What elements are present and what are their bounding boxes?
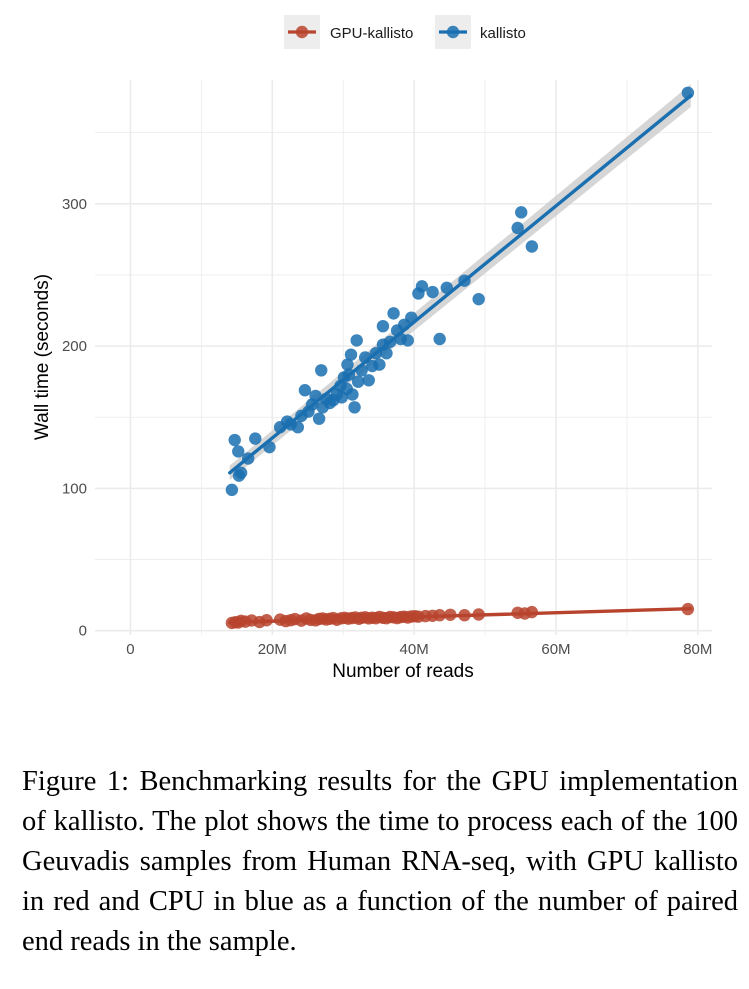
kallisto-point xyxy=(387,307,400,320)
x-tick-label: 40M xyxy=(400,641,429,658)
kallisto-point xyxy=(344,348,358,361)
kallisto-point xyxy=(298,384,312,397)
kallisto-point xyxy=(341,358,354,371)
x-tick-label: 0 xyxy=(126,641,134,658)
kallisto-fit-line xyxy=(228,93,693,475)
kallisto-point xyxy=(232,445,245,458)
kallisto-point xyxy=(433,332,446,346)
legend-marker-kallisto xyxy=(446,25,460,39)
kallisto-point xyxy=(362,374,375,387)
kallisto-point xyxy=(315,364,328,377)
y-tick-label: 100 xyxy=(62,480,87,497)
kallisto-point xyxy=(351,375,365,388)
kallisto-point xyxy=(350,334,363,347)
legend-marker-gpu-kallisto xyxy=(295,25,309,39)
kallisto-point xyxy=(525,240,539,253)
kallisto-point xyxy=(511,221,524,235)
y-tick-label: 0 xyxy=(79,623,87,640)
legend-label-gpu-kallisto: GPU-kallisto xyxy=(330,25,413,42)
figure-caption: Figure 1: Benchmarking results for the G… xyxy=(22,765,738,957)
kallisto-point xyxy=(373,358,386,371)
kallisto-point xyxy=(312,412,326,425)
y-axis-title: Wall time (seconds) xyxy=(32,274,53,440)
kallisto-point xyxy=(234,466,248,479)
y-tick-label: 200 xyxy=(62,338,87,355)
kallisto-point xyxy=(426,285,439,299)
legend-label-kallisto: kallisto xyxy=(480,25,526,42)
x-axis-title: Number of reads xyxy=(332,661,474,682)
fit-lines xyxy=(228,93,693,625)
x-tick-label: 80M xyxy=(683,641,712,658)
y-tick-label: 300 xyxy=(62,196,87,213)
kallisto-point xyxy=(346,388,359,401)
kallisto-point xyxy=(380,347,393,360)
axis-ticks: 0 20M 40M 60M 80M 0 100 200 300 xyxy=(62,196,712,658)
kallisto-point xyxy=(401,334,414,347)
legend: GPU-kallisto kallisto xyxy=(284,15,526,49)
kallisto-point xyxy=(225,483,239,497)
kallisto-point xyxy=(249,432,262,445)
x-tick-label: 20M xyxy=(258,641,287,658)
kallisto-point xyxy=(228,433,241,447)
data-points xyxy=(225,86,695,630)
kallisto-point xyxy=(291,421,305,434)
kallisto-point xyxy=(515,206,528,219)
kallisto-point xyxy=(348,401,361,414)
kallisto-point xyxy=(415,280,429,293)
grid xyxy=(95,80,712,635)
x-tick-label: 60M xyxy=(541,641,570,658)
kallisto-point xyxy=(472,292,485,306)
gpu-kallisto-fit-line xyxy=(228,606,693,625)
kallisto-point xyxy=(376,319,390,333)
chart-figure: 0 20M 40M 60M 80M 0 100 200 300 Number of reads … xyxy=(32,15,712,682)
